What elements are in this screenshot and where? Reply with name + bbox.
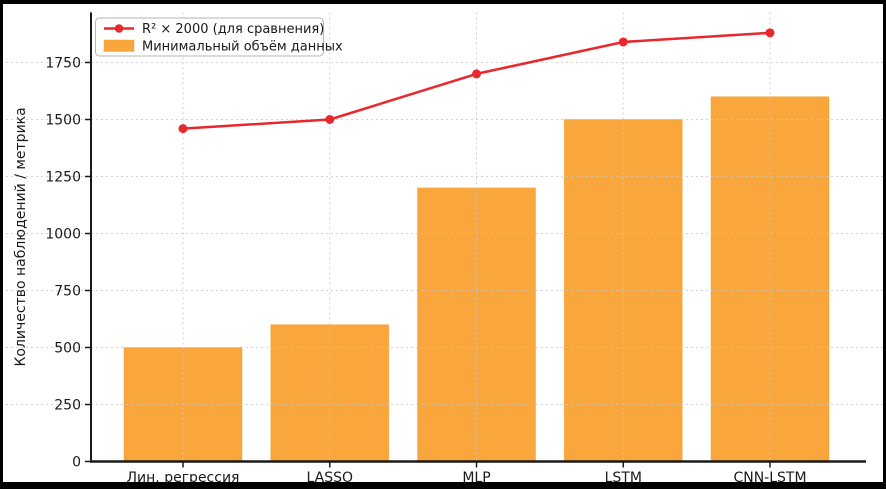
r2-point xyxy=(618,37,628,47)
y-tick-label: 1750 xyxy=(45,56,81,72)
legend-label-bar: Минимальный объём данных xyxy=(142,40,343,55)
legend-bar-swatch xyxy=(103,39,135,52)
x-tick-label: CNN-LSTM xyxy=(733,470,806,486)
x-tick-label: LASSO xyxy=(307,470,354,486)
legend: R² × 2000 (для сравнения) Минимальный объ… xyxy=(95,17,343,57)
tick-labels: 0 250 500 750 1000 1250 1500 1750 Лин. регрессия… xyxy=(45,56,806,486)
y-tick-label: 500 xyxy=(54,341,81,357)
r2-point xyxy=(178,124,188,134)
y-axis-label: Количество наблюдений / метрика xyxy=(13,107,29,366)
x-tick-label: MLP xyxy=(462,470,490,486)
r2-line-layer xyxy=(178,28,775,134)
legend-line-marker xyxy=(114,24,124,33)
y-tick-label: 1500 xyxy=(45,113,81,129)
grid-layer xyxy=(6,12,883,462)
y-tick-label: 0 xyxy=(72,455,81,471)
y-tick-label: 750 xyxy=(54,284,81,300)
axes-layer xyxy=(85,12,866,468)
r2-point xyxy=(472,69,481,79)
r2-point xyxy=(325,115,335,124)
legend-box xyxy=(95,17,324,57)
y-tick-label: 1250 xyxy=(45,170,81,186)
y-tick-label: 250 xyxy=(54,398,81,414)
chart-canvas: 0 250 500 750 1000 1250 1500 1750 Лин. регрессия… xyxy=(6,12,883,486)
r2-point xyxy=(765,28,775,38)
x-tick-label: Лин. регрессия xyxy=(127,470,240,486)
y-tick-label: 1000 xyxy=(45,227,81,243)
legend-label-line: R² × 2000 (для сравнения) xyxy=(142,22,324,37)
x-tick-label: LSTM xyxy=(605,470,642,486)
